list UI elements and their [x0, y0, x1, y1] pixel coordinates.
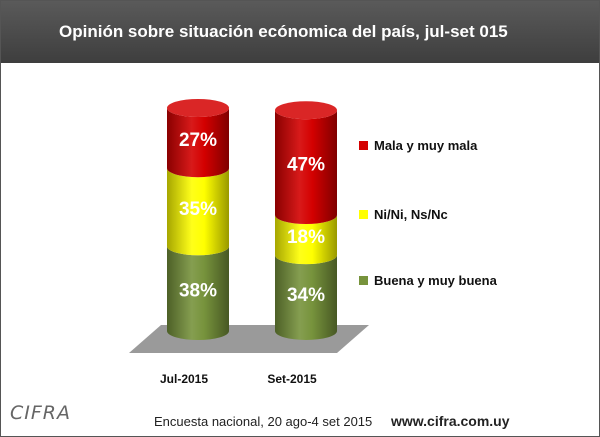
- legend-swatch: [359, 276, 368, 285]
- survey-source: Encuesta nacional, 20 ago-4 set 2015: [154, 414, 373, 429]
- x-tick-label-Jul-2015: Jul-2015: [159, 372, 209, 386]
- legend-swatch: [359, 210, 368, 219]
- bar-Set-2015-Ni/Ni, Ns/Nc: [275, 215, 337, 265]
- bar-Jul-2015-Ni/Ni, Ns/Nc: [166, 168, 229, 256]
- bar-Set-2015-Buena y muy buena: [275, 255, 337, 340]
- legend-label: Ni/Ni, Ns/Nc: [374, 207, 448, 222]
- legend-label: Buena y muy buena: [374, 273, 497, 288]
- cifra-logo: CIFRA: [10, 402, 71, 424]
- legend-item: Buena y muy buena: [359, 273, 497, 288]
- x-tick-label-Set-2015: Set-2015: [267, 372, 317, 386]
- bar-top-Set-2015: [275, 101, 337, 120]
- data-label-Jul-2015-Mala y muy mala: 27%: [179, 130, 217, 151]
- chart-title: Opinión sobre situación ecónomica del pa…: [59, 22, 508, 41]
- data-label-Jul-2015-Ni/Ni, Ns/Nc: 35%: [179, 199, 217, 220]
- data-label-Set-2015-Buena y muy buena: 34%: [287, 285, 325, 306]
- data-label-Jul-2015-Buena y muy buena: 38%: [179, 281, 217, 302]
- data-label-Set-2015-Mala y muy mala: 47%: [287, 155, 325, 176]
- legend-label: Mala y muy mala: [374, 138, 478, 153]
- bar-Jul-2015-Buena y muy buena: [166, 246, 229, 340]
- website-url: www.cifra.com.uy: [391, 413, 510, 429]
- stacked-cylinder-chart: 38% 35% 27% 34% 18% 47%: [129, 99, 369, 353]
- title-bar: Opinión sobre situación ecónomica del pa…: [1, 1, 599, 63]
- legend-item: Mala y muy mala: [359, 138, 477, 153]
- legend-item: Ni/Ni, Ns/Nc: [359, 207, 448, 222]
- data-label-Set-2015-Ni/Ni, Ns/Nc: 18%: [287, 227, 325, 248]
- legend-swatch: [359, 141, 368, 150]
- bar-Jul-2015-Mala y muy mala: [167, 108, 229, 178]
- bar-Set-2015-Mala y muy mala: [275, 110, 337, 225]
- bar-top-Jul-2015: [167, 99, 229, 117]
